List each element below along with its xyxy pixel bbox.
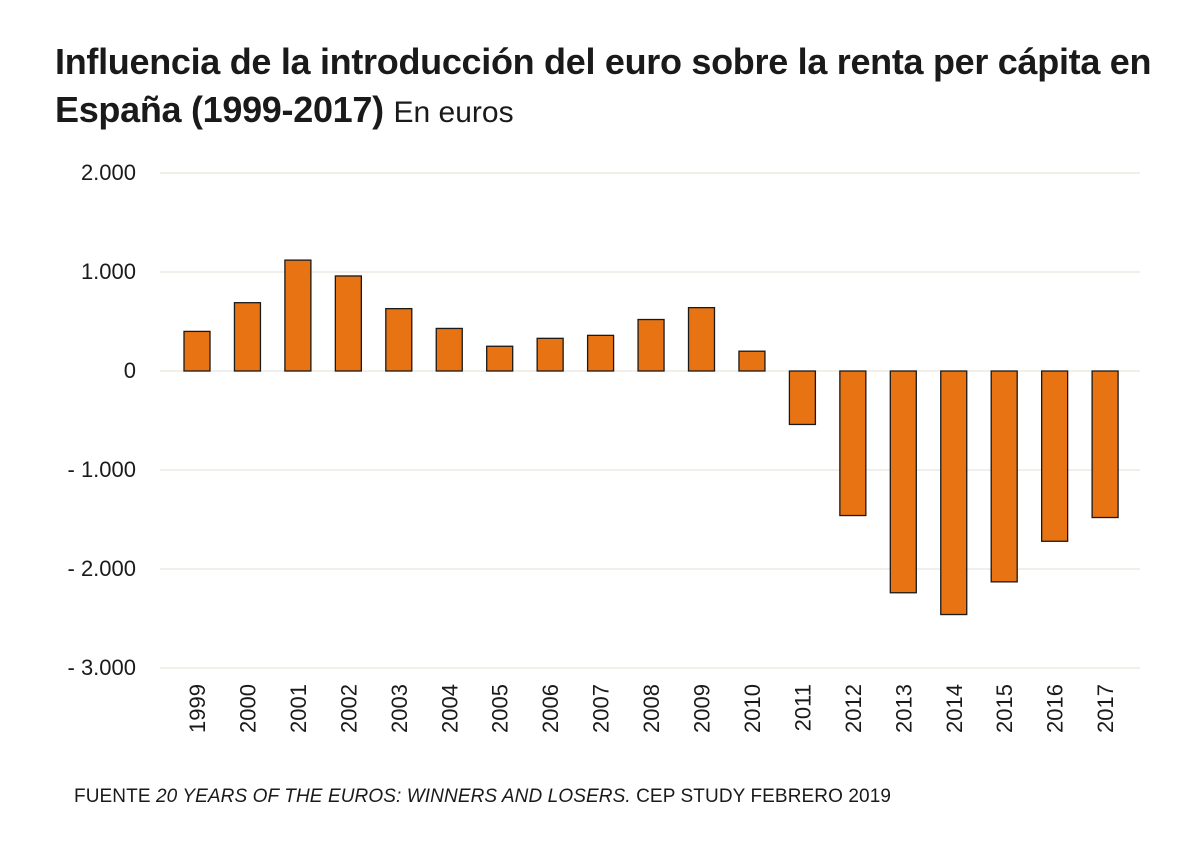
bar-2013: [889, 370, 917, 594]
x-tick-label: 2000: [235, 684, 260, 733]
chart-title: Influencia de la introducción del euro s…: [55, 38, 1155, 137]
bar-1999: [183, 330, 211, 372]
bar-2006: [536, 337, 564, 372]
bar-2017: [1091, 370, 1119, 519]
source-work-title: 20 YEARS OF THE EUROS: WINNERS AND LOSER…: [155, 786, 631, 807]
bar-2001: [284, 259, 312, 372]
x-tick-label: 2002: [336, 684, 361, 733]
x-tick-label: 2017: [1093, 684, 1118, 733]
x-tick-label: 2008: [639, 684, 664, 733]
source-suffix: CEP STUDY FEBRERO 2019: [630, 786, 892, 807]
bar-2007: [586, 334, 615, 372]
x-tick-label: 2010: [740, 684, 765, 733]
x-tick-label: 2004: [437, 684, 462, 733]
x-tick-label: 2009: [690, 684, 715, 733]
bar-2012: [839, 370, 867, 517]
x-tick-label: 2003: [387, 684, 412, 733]
bar-2004: [435, 327, 463, 372]
x-tick-label: 2006: [538, 684, 563, 733]
bar-2003: [385, 307, 413, 372]
y-tick-label: - 2.000: [68, 556, 137, 581]
bars: [183, 259, 1119, 616]
x-tick-label: 2015: [992, 684, 1017, 733]
bar-2014: [940, 370, 968, 616]
y-axis-ticks: 2.000 1.000 0 - 1.000 - 2.000 - 3.000: [68, 160, 137, 680]
bar-2011: [788, 370, 817, 426]
chart-subtitle: En euros: [393, 96, 514, 129]
bar-2005: [486, 345, 514, 372]
bar-2008: [637, 318, 665, 372]
y-tick-label: 2.000: [81, 160, 136, 185]
x-tick-label: 2012: [841, 684, 866, 733]
bar-2009: [687, 306, 716, 372]
x-tick-label: 2005: [488, 684, 513, 733]
x-tick-label: 2014: [942, 684, 967, 733]
bar-2002: [334, 275, 363, 372]
bar-2000: [233, 302, 262, 372]
bar-2015: [990, 370, 1018, 583]
source-prefix: FUENTE: [74, 786, 156, 807]
y-tick-label: - 1.000: [68, 457, 137, 482]
x-tick-label: 2007: [589, 684, 614, 733]
chart-title-text: Influencia de la introducción del euro s…: [55, 41, 1152, 130]
y-tick-label: - 3.000: [68, 655, 137, 680]
y-tick-label: 0: [124, 358, 136, 383]
x-tick-label: 2016: [1043, 684, 1068, 733]
x-tick-label: 2011: [790, 684, 815, 731]
x-tick-label: 2013: [891, 684, 916, 733]
bar-2010: [738, 350, 766, 372]
y-tick-label: 1.000: [81, 259, 136, 284]
source-note: FUENTE 20 YEARS OF THE EUROS: WINNERS AN…: [74, 786, 891, 808]
x-tick-label: 1999: [185, 684, 210, 733]
x-axis-ticks: 1999 2000 2001 2002 2003 2004 2005 2006 2007 2008…: [185, 684, 1118, 733]
x-tick-label: 2001: [286, 684, 311, 733]
bar-2016: [1041, 370, 1069, 542]
gridlines: [160, 172, 1140, 669]
